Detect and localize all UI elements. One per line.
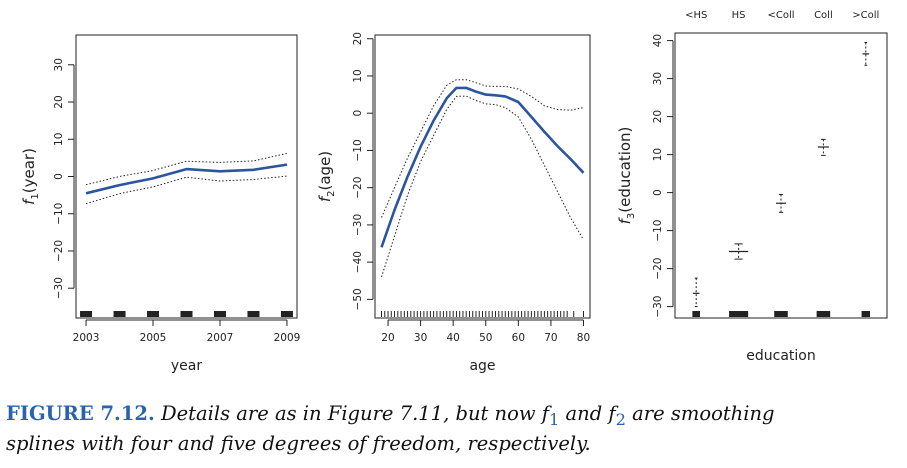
figure-caption-line-1: FIGURE 7.12. Details are as in Figure 7.… bbox=[6, 402, 775, 429]
age-panel-xtick-label: 50 bbox=[479, 332, 492, 344]
age-panel-xlabel: age bbox=[469, 358, 495, 374]
year-panel-ytick-label: −10 bbox=[53, 203, 65, 225]
education-panel-ytick-label: 30 bbox=[652, 72, 664, 85]
year-panel-lower-band bbox=[85, 175, 288, 205]
caption-f2-sub: 2 bbox=[615, 409, 626, 429]
year-panel-rug-mark bbox=[180, 311, 193, 317]
age-panel-ylabel: f2(age) bbox=[316, 151, 337, 202]
age-panel-ytick-label: −10 bbox=[352, 139, 364, 161]
year-panel-rug-mark bbox=[280, 311, 293, 317]
education-panel-xlabel: education bbox=[746, 348, 815, 364]
figure-caption-line-2: splines with four and five degrees of fr… bbox=[6, 432, 591, 455]
age-panel-ytick-label: 0 bbox=[352, 110, 364, 117]
age-panel-xtick-label: 80 bbox=[577, 332, 590, 344]
year-panel-xlabel: year bbox=[171, 358, 202, 374]
age-panel-xtick-label: 20 bbox=[381, 332, 394, 344]
education-panel-category-label: HS bbox=[732, 10, 746, 21]
year-panel-xtick-label: 2005 bbox=[140, 332, 167, 344]
age-panel-ylabel-f: f bbox=[316, 194, 334, 202]
age-panel-ylabel-arg: (age) bbox=[316, 151, 334, 191]
year-panel-xtick-label: 2009 bbox=[274, 332, 301, 344]
caption-text-b: are smoothing bbox=[625, 402, 775, 425]
year-panel-rug-mark bbox=[80, 311, 93, 317]
year-panel-rug-mark bbox=[213, 311, 226, 317]
education-panel-frame bbox=[674, 32, 888, 319]
year-panel-xtick-label: 2007 bbox=[207, 332, 234, 344]
age-panel-ytick-label: −20 bbox=[352, 177, 364, 199]
year-panel-ylabel-arg: (year) bbox=[20, 148, 38, 193]
caption-text-a: Details are as in Figure 7.11, but now bbox=[154, 402, 542, 425]
year-panel-ylabel: f1(year) bbox=[20, 148, 41, 205]
caption-f1: f bbox=[541, 402, 549, 425]
age-panel-ytick-label: 10 bbox=[352, 69, 364, 82]
education-panel-ytick-label: −10 bbox=[652, 220, 664, 242]
year-panel-ytick-label: −20 bbox=[53, 240, 65, 262]
age-panel-xtick-label: 70 bbox=[544, 332, 557, 344]
year-panel: −30 −20 −10 0 10 20 30 2003 2005 2007 2009 year f1(y… bbox=[20, 34, 301, 374]
education-panel: −30 −20 −10 0 10 20 30 40 <HS HS <Coll Coll >Coll edu… bbox=[616, 10, 888, 364]
education-panel-ylabel: f3(education) bbox=[616, 127, 637, 225]
year-panel-rug-mark bbox=[147, 311, 160, 317]
age-panel-ytick-label: −50 bbox=[352, 288, 364, 310]
age-panel-ytick-label: −30 bbox=[352, 214, 364, 236]
age-panel-xtick-label: 60 bbox=[512, 332, 525, 344]
age-panel-xtick-label: 40 bbox=[446, 332, 459, 344]
year-panel-ytick-label: −30 bbox=[53, 277, 65, 299]
education-panel-ylabel-f: f bbox=[616, 216, 634, 224]
age-panel-frame bbox=[374, 34, 591, 319]
education-panel-ytick-label: −20 bbox=[652, 258, 664, 280]
education-panel-ytick-label: 40 bbox=[652, 34, 664, 47]
age-panel: −50 −40 −30 −20 −10 0 10 20 20 30 40 50 60 70 80 age f2(… bbox=[316, 32, 591, 374]
education-panel-rug-mark bbox=[861, 311, 871, 317]
education-panel-ytick-label: 20 bbox=[652, 110, 664, 123]
year-panel-xtick-label: 2003 bbox=[73, 332, 100, 344]
education-panel-ytick-label: 0 bbox=[652, 189, 664, 196]
age-panel-ytick-label: 20 bbox=[352, 32, 364, 45]
year-panel-ylabel-sub: 1 bbox=[30, 193, 41, 199]
year-panel-fit-line bbox=[85, 163, 288, 195]
year-panel-ytick-label: 20 bbox=[53, 95, 65, 108]
year-panel-ytick-label: 10 bbox=[53, 133, 65, 146]
education-panel-rug-mark bbox=[692, 311, 701, 317]
age-panel-xtick-label: 30 bbox=[414, 332, 427, 344]
education-panel-ylabel-sub: 3 bbox=[626, 213, 637, 219]
year-panel-ylabel-f: f bbox=[20, 197, 38, 205]
education-panel-category-label: <HS bbox=[685, 10, 707, 21]
age-panel-ylabel-sub: 2 bbox=[326, 191, 337, 197]
age-panel-ytick-label: −40 bbox=[352, 251, 364, 273]
year-panel-rug-mark bbox=[247, 311, 260, 317]
caption-f2: f bbox=[608, 402, 616, 425]
year-panel-rug-mark bbox=[113, 311, 126, 317]
year-panel-ytick-label: 30 bbox=[53, 58, 65, 71]
age-panel-lower-band bbox=[381, 95, 584, 278]
year-panel-ytick-label: 0 bbox=[53, 173, 65, 180]
education-panel-category-label: Coll bbox=[814, 10, 833, 21]
education-panel-rug-mark bbox=[816, 311, 831, 317]
education-panel-rug-mark bbox=[774, 311, 788, 317]
education-panel-ytick-label: 10 bbox=[652, 148, 664, 161]
figure-label: FIGURE 7.12. bbox=[6, 402, 155, 425]
caption-and: and bbox=[559, 402, 609, 425]
education-panel-ytick-label: −30 bbox=[652, 296, 664, 318]
education-panel-ylabel-arg: (education) bbox=[616, 127, 634, 213]
age-panel-upper-band bbox=[381, 79, 584, 218]
age-panel-fit-line bbox=[380, 86, 585, 248]
caption-f1-sub: 1 bbox=[548, 409, 560, 429]
education-panel-category-label: <Coll bbox=[767, 10, 794, 21]
education-panel-rug-mark bbox=[729, 311, 749, 317]
year-panel-frame bbox=[75, 34, 298, 319]
education-panel-category-label: >Coll bbox=[852, 10, 879, 21]
